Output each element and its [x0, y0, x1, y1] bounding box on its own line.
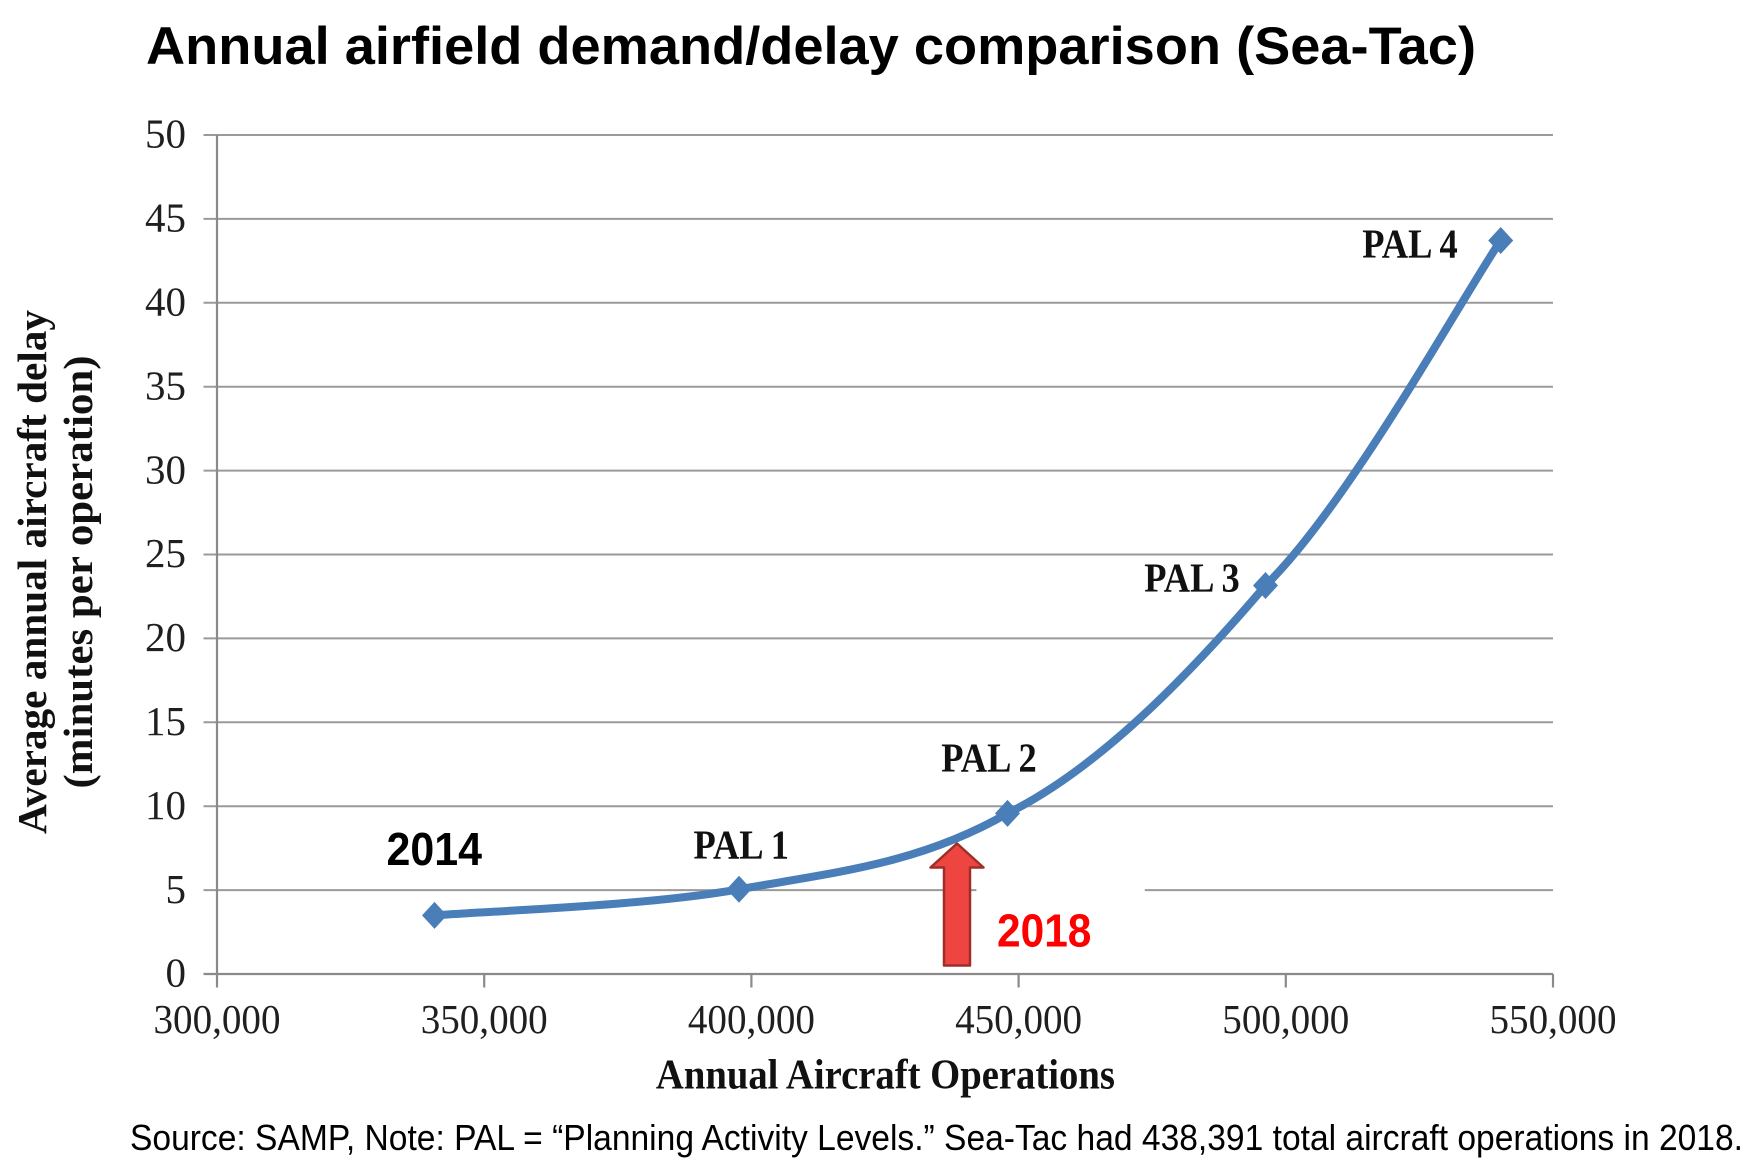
svg-text:35: 35 — [145, 362, 186, 408]
svg-text:Source: SAMP, Note: PAL = “Pla: Source: SAMP, Note: PAL = “Planning Acti… — [130, 1117, 1743, 1158]
svg-text:Average annual aircraft delay: Average annual aircraft delay — [9, 310, 55, 834]
svg-text:300,000: 300,000 — [154, 996, 281, 1042]
svg-text:50: 50 — [145, 111, 186, 157]
svg-text:PAL 4: PAL 4 — [1362, 220, 1458, 266]
svg-text:350,000: 350,000 — [421, 996, 548, 1042]
svg-text:2014: 2014 — [387, 823, 483, 875]
svg-text:550,000: 550,000 — [1490, 996, 1617, 1042]
svg-text:(minutes per operation): (minutes per operation) — [55, 356, 101, 789]
svg-text:PAL 1: PAL 1 — [693, 821, 789, 867]
svg-text:5: 5 — [166, 866, 187, 912]
svg-text:45: 45 — [145, 195, 186, 241]
svg-text:20: 20 — [145, 614, 186, 660]
svg-text:450,000: 450,000 — [955, 996, 1082, 1042]
svg-text:30: 30 — [145, 446, 186, 492]
svg-text:25: 25 — [145, 530, 186, 576]
svg-text:0: 0 — [166, 950, 187, 996]
svg-text:Annual Aircraft Operations: Annual Aircraft Operations — [656, 1052, 1115, 1098]
svg-text:PAL 2: PAL 2 — [941, 734, 1037, 780]
svg-text:400,000: 400,000 — [688, 996, 815, 1042]
svg-text:Annual airfield demand/delay c: Annual airfield demand/delay comparison … — [146, 17, 1476, 76]
svg-text:10: 10 — [145, 782, 186, 828]
svg-text:40: 40 — [145, 279, 186, 325]
svg-text:500,000: 500,000 — [1222, 996, 1349, 1042]
svg-text:PAL 3: PAL 3 — [1144, 554, 1240, 600]
svg-text:15: 15 — [145, 698, 186, 744]
svg-text:2018: 2018 — [997, 905, 1091, 957]
